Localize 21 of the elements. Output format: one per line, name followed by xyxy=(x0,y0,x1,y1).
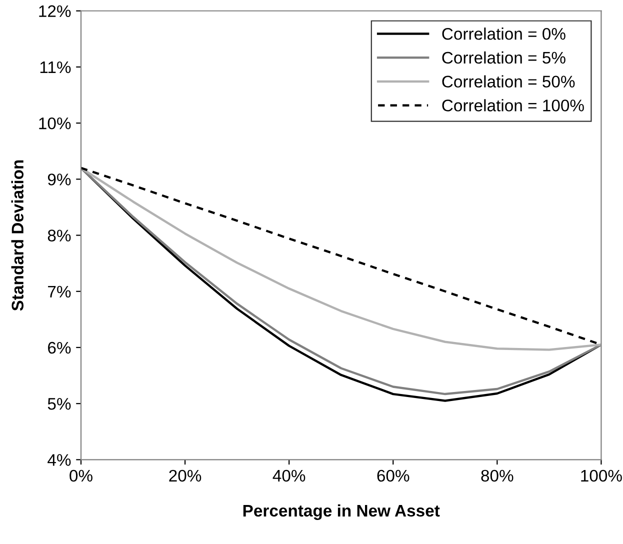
y-tick-label: 9% xyxy=(48,174,71,186)
x-tick-label: 0% xyxy=(70,470,92,482)
y-tick-label: 7% xyxy=(48,286,71,298)
y-tick-label: 5% xyxy=(48,398,71,410)
y-axis-title: Standard Deviation xyxy=(11,160,24,311)
x-axis-title: Percentage in New Asset xyxy=(243,504,440,520)
x-tick-label: 100% xyxy=(581,470,622,482)
legend-label: Correlation = 0% xyxy=(442,28,566,40)
legend-label: Correlation = 50% xyxy=(442,75,575,88)
y-tick-label: 4% xyxy=(48,454,71,466)
y-tick-label: 6% xyxy=(48,342,71,354)
y-tick-label: 8% xyxy=(48,230,71,242)
y-tick-label: 12% xyxy=(39,5,71,18)
y-tick-label: 11% xyxy=(40,61,71,74)
x-tick-label: 40% xyxy=(272,470,306,482)
x-tick-label: 60% xyxy=(377,470,410,482)
x-tick-label: 80% xyxy=(481,470,514,482)
y-tick-label: 10% xyxy=(39,117,71,130)
x-tick-label: 20% xyxy=(169,470,202,482)
legend-label: Correlation = 5% xyxy=(442,51,566,64)
legend-label: Correlation = 100% xyxy=(442,99,584,112)
